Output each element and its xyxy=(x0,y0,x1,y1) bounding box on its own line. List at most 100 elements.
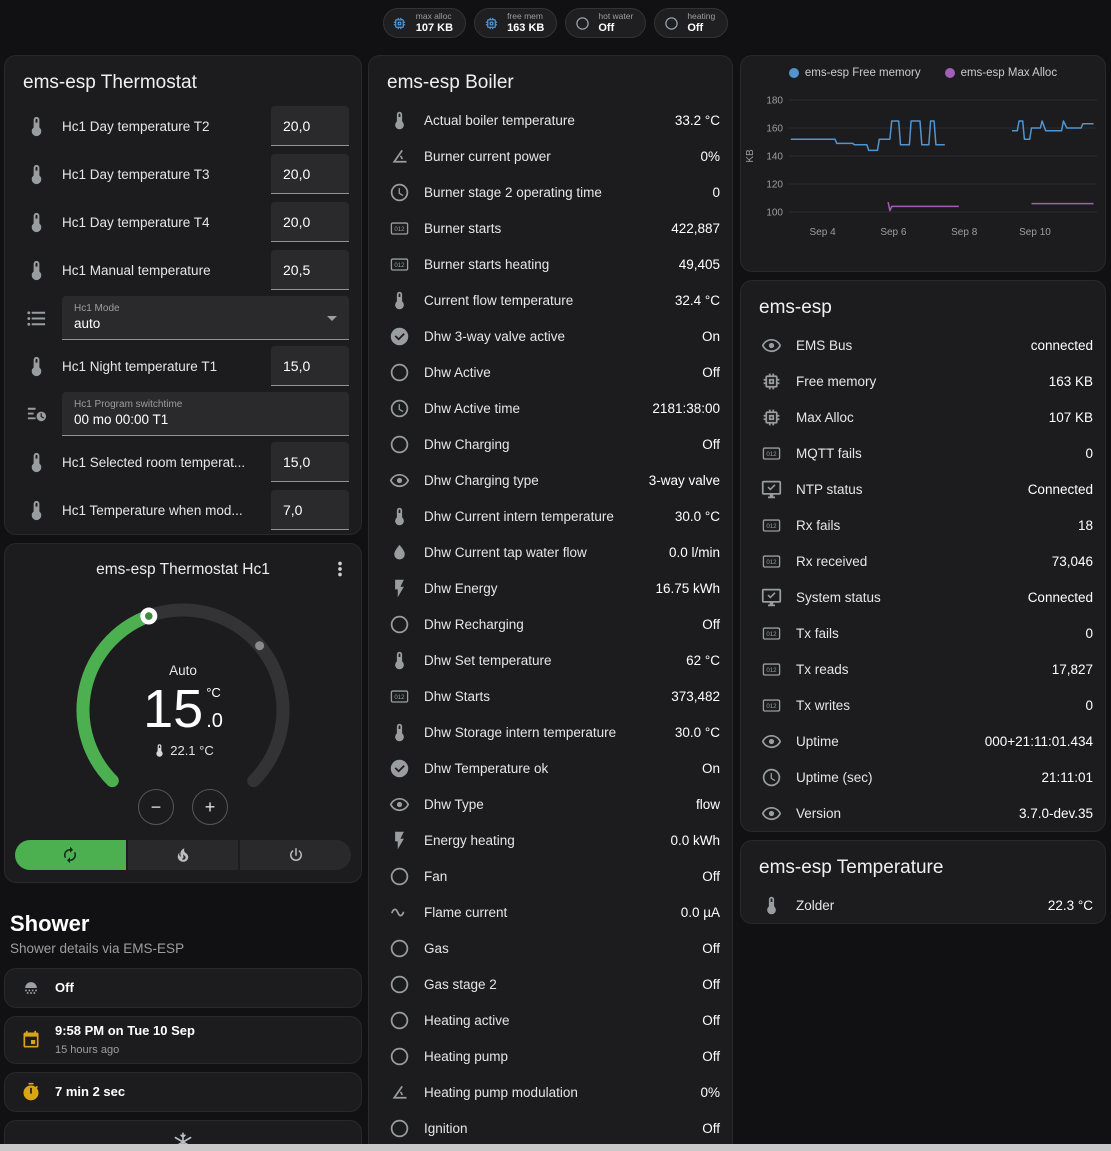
entity-row[interactable]: Dhw Temperature ok On xyxy=(369,750,732,786)
entity-row[interactable]: Uptime 000+21:11:01.434 xyxy=(741,723,1105,759)
entity-row[interactable]: Gas Off xyxy=(369,930,732,966)
hvac-mode-buttons xyxy=(15,840,351,870)
entity-row[interactable]: Dhw Current tap water flow 0.0 l/min xyxy=(369,534,732,570)
select-input[interactable]: Hc1 Mode auto xyxy=(62,296,349,340)
entity-row[interactable]: 012 Rx fails 18 xyxy=(741,507,1105,543)
entity-row[interactable]: Heating active Off xyxy=(369,1002,732,1038)
entity-row[interactable]: Burner current power 0% xyxy=(369,138,732,174)
entity-label: Dhw Charging type xyxy=(424,472,539,488)
entity-value: Off xyxy=(702,1048,720,1064)
counter-icon: 012 xyxy=(389,218,410,239)
more-options-icon[interactable] xyxy=(329,558,351,580)
entity-row[interactable]: Free memory 163 KB xyxy=(741,363,1105,399)
entity-row[interactable]: Energy heating 0.0 kWh xyxy=(369,822,732,858)
check-circle-icon xyxy=(389,326,410,347)
entity-row[interactable]: Dhw Active time 2181:38:00 xyxy=(369,390,732,426)
entity-row[interactable]: Heating pump modulation 0% xyxy=(369,1074,732,1110)
thermometer-icon xyxy=(25,451,48,474)
status-badge-hot-water[interactable]: hot water Off xyxy=(565,8,647,38)
entity-row[interactable]: Fan Off xyxy=(369,858,732,894)
entity-row[interactable]: Heating pump Off xyxy=(369,1038,732,1074)
hvac-mode-heat-button[interactable] xyxy=(127,840,239,870)
entity-row[interactable]: Burner stage 2 operating time 0 xyxy=(369,174,732,210)
entity-row[interactable]: Dhw Active Off xyxy=(369,354,732,390)
shower-card-secondary: 15 hours ago xyxy=(55,1044,120,1056)
chip-icon xyxy=(482,14,500,32)
entity-row[interactable]: Dhw Type flow xyxy=(369,786,732,822)
dial-setpoint-arc xyxy=(76,609,156,788)
shower-info-card[interactable]: 9:58 PM on Tue 10 Sep 15 hours ago xyxy=(4,1016,362,1064)
counter-icon: 012 xyxy=(761,695,782,716)
entity-row[interactable]: Flame current 0.0 µA xyxy=(369,894,732,930)
entity-label: Tx fails xyxy=(796,625,839,641)
entity-row[interactable]: EMS Bus connected xyxy=(741,327,1105,363)
entity-row[interactable]: Max Alloc 107 KB xyxy=(741,399,1105,435)
number-input[interactable]: 20,0 xyxy=(271,154,349,194)
status-badge-free-mem[interactable]: free mem 163 KB xyxy=(474,8,558,38)
number-input[interactable]: 20,5 xyxy=(271,250,349,290)
entity-value: 17,827 xyxy=(1051,661,1093,677)
status-badge-max-alloc[interactable]: max alloc 107 KB xyxy=(382,8,467,38)
shower-info-card[interactable]: Off xyxy=(4,968,362,1008)
entity-row[interactable]: Dhw 3-way valve active On xyxy=(369,318,732,354)
entity-row[interactable]: Dhw Energy 16.75 kWh xyxy=(369,570,732,606)
entity-row[interactable]: System status Connected xyxy=(741,579,1105,615)
entity-row[interactable]: 012 MQTT fails 0 xyxy=(741,435,1105,471)
entity-row[interactable]: Zolder 22.3 °C xyxy=(741,887,1105,923)
hvac-mode-auto-button[interactable] xyxy=(15,840,126,870)
entity-label: Dhw Charging xyxy=(424,436,510,452)
hvac-mode-off-button[interactable] xyxy=(240,840,351,870)
eye-icon xyxy=(761,731,782,752)
entity-label: MQTT fails xyxy=(796,445,862,461)
svg-text:012: 012 xyxy=(766,666,777,673)
chart-legend: ems-esp Free memory ems-esp Max Alloc xyxy=(741,56,1105,81)
x-tick-label: Sep 8 xyxy=(951,227,978,238)
entity-row[interactable]: Uptime (sec) 21:11:01 xyxy=(741,759,1105,795)
entity-row[interactable]: Dhw Set temperature 62 °C xyxy=(369,642,732,678)
entity-row[interactable]: Current flow temperature 32.4 °C xyxy=(369,282,732,318)
entity-row[interactable]: 012 Burner starts 422,887 xyxy=(369,210,732,246)
status-badge-heating[interactable]: heating Off xyxy=(654,8,729,38)
number-input[interactable]: 15,0 xyxy=(271,346,349,386)
entity-label: NTP status xyxy=(796,481,863,497)
entity-row[interactable]: 012 Tx fails 0 xyxy=(741,615,1105,651)
legend-item[interactable]: ems-esp Free memory xyxy=(788,67,921,79)
thermostat-dial[interactable]: Auto 15 °C .0 22.1 °C xyxy=(68,595,298,825)
text-input[interactable]: Hc1 Program switchtime 00 mo 00:00 T1 xyxy=(62,392,349,436)
entity-row[interactable]: 012 Burner starts heating 49,405 xyxy=(369,246,732,282)
entity-row[interactable]: NTP status Connected xyxy=(741,471,1105,507)
entity-row[interactable]: Dhw Charging Off xyxy=(369,426,732,462)
entity-row[interactable]: 012 Tx reads 17,827 xyxy=(741,651,1105,687)
number-input[interactable]: 20,0 xyxy=(271,202,349,242)
entity-label: EMS Bus xyxy=(796,337,853,353)
increase-temperature-button[interactable]: + xyxy=(192,789,228,825)
counter-icon: 012 xyxy=(761,551,782,572)
horizontal-scrollbar[interactable] xyxy=(0,1144,1111,1151)
entity-row[interactable]: Dhw Current intern temperature 30.0 °C xyxy=(369,498,732,534)
entity-row[interactable]: 012 Tx writes 0 xyxy=(741,687,1105,723)
esp-status-rows: EMS Bus connected Free memory 163 KB Max All… xyxy=(741,327,1105,831)
entity-row[interactable]: Dhw Storage intern temperature 30.0 °C xyxy=(369,714,732,750)
entity-row[interactable]: Version 3.7.0-dev.35 xyxy=(741,795,1105,831)
decrease-temperature-button[interactable]: − xyxy=(138,789,174,825)
scrollbar-thumb[interactable] xyxy=(0,1144,1111,1151)
entity-row[interactable]: Dhw Recharging Off xyxy=(369,606,732,642)
entity-row[interactable]: 012 Rx received 73,046 xyxy=(741,543,1105,579)
number-input[interactable]: 15,0 xyxy=(271,442,349,482)
setting-label: Hc1 Selected room temperat... xyxy=(62,454,246,470)
card-title: ems-esp Temperature xyxy=(759,857,944,878)
entity-row[interactable]: Gas stage 2 Off xyxy=(369,966,732,1002)
number-input[interactable]: 20,0 xyxy=(271,106,349,146)
shower-info-card[interactable]: 7 min 2 sec xyxy=(4,1072,362,1112)
entity-row[interactable]: Dhw Charging type 3-way valve xyxy=(369,462,732,498)
entity-value: Off xyxy=(702,616,720,632)
y-axis-label: KB xyxy=(745,149,756,163)
entity-label: Dhw 3-way valve active xyxy=(424,328,566,344)
entity-row[interactable]: 012 Dhw Starts 373,482 xyxy=(369,678,732,714)
angle-icon xyxy=(389,1082,410,1103)
number-input[interactable]: 7,0 xyxy=(271,490,349,530)
legend-item[interactable]: ems-esp Max Alloc xyxy=(944,67,1057,79)
entity-row[interactable]: Ignition Off xyxy=(369,1110,732,1146)
status-badges-bar: max alloc 107 KB free mem 163 KB hot water Of… xyxy=(0,8,1111,38)
entity-row[interactable]: Actual boiler temperature 33.2 °C xyxy=(369,102,732,138)
